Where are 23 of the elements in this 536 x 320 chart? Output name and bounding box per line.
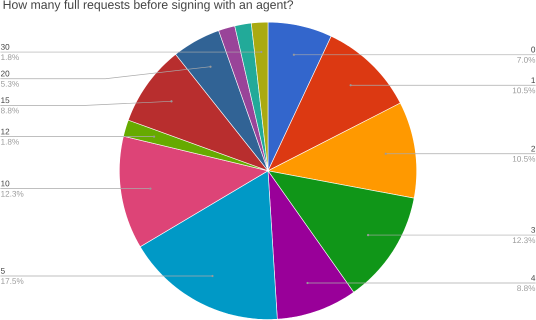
data-label: 5.3% xyxy=(0,81,19,87)
slice-label: 10 xyxy=(1,180,10,186)
slice-label: 15 xyxy=(1,98,10,104)
slice-label: 5 xyxy=(0,268,5,274)
data-label: 10.5% xyxy=(512,88,536,94)
data-label: 8.8% xyxy=(0,108,19,114)
chart-title: How many full requests before signing with an agent? xyxy=(4,0,294,12)
data-label: 8.8% xyxy=(517,285,536,292)
slice-label: 4 xyxy=(531,275,536,281)
data-label: 10.5% xyxy=(512,156,536,162)
data-label: 17.5% xyxy=(1,278,24,284)
slice-label: 12 xyxy=(1,128,10,134)
data-label: 1.8% xyxy=(1,138,19,145)
data-label: 12.3% xyxy=(512,237,536,244)
data-label: 1.8% xyxy=(1,54,19,60)
slice-label: 0 xyxy=(531,46,536,53)
slice-label: 30 xyxy=(0,44,10,50)
slice-label: 2 xyxy=(531,146,536,152)
slice-label: 3 xyxy=(531,227,536,233)
slice-label: 20 xyxy=(0,70,10,77)
data-label: 12.3% xyxy=(1,190,24,197)
data-label: 7.0% xyxy=(517,57,536,63)
slice-label: 1 xyxy=(532,77,536,84)
